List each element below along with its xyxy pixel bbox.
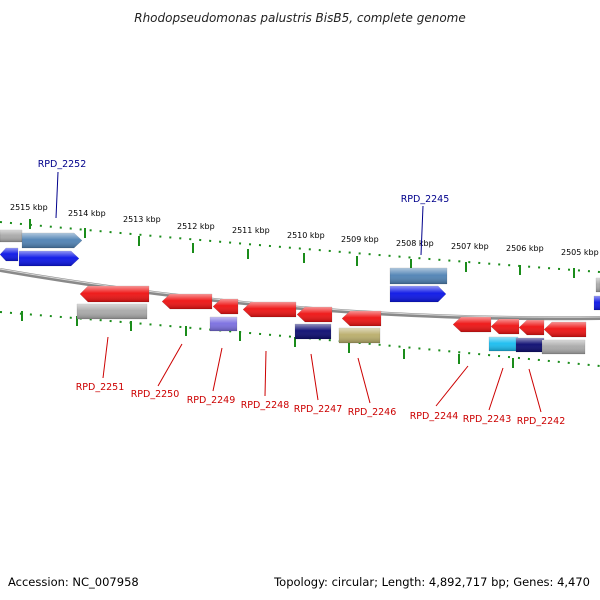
gene-label-rpd-2249[interactable]: RPD_2249: [187, 395, 236, 406]
gene-label-rpd-2244[interactable]: RPD_2244: [410, 411, 459, 422]
scale-labels: 2515 kbp 2514 kbp 2513 kbp 2512 kbp 2511 kbp…: [10, 203, 599, 257]
scale-label: 2505 kbp: [561, 248, 599, 257]
leader-line: [310, 353, 319, 401]
leader-line: [488, 367, 504, 411]
scale-label: 2508 kbp: [396, 239, 434, 248]
gene-label-rpd-2250[interactable]: RPD_2250: [131, 389, 180, 400]
gene-label-rpd-2246[interactable]: RPD_2246: [348, 407, 397, 418]
gene-feature[interactable]: [490, 318, 520, 335]
gene-feature[interactable]: [518, 319, 545, 336]
gene-feature[interactable]: [76, 303, 148, 320]
scale-label: 2511 kbp: [232, 226, 270, 235]
gene-feature[interactable]: [209, 316, 238, 332]
gene-label-rpd-2248[interactable]: RPD_2248: [241, 400, 290, 411]
gene-feature[interactable]: [212, 298, 239, 315]
gene-feature[interactable]: [488, 336, 519, 352]
gene-feature[interactable]: [452, 316, 492, 333]
scale-label: 2514 kbp: [68, 209, 106, 218]
bottom-gene-labels: RPD_2251 RPD_2250 RPD_2249 RPD_2248 RPD_…: [76, 382, 566, 427]
map-title: Rhodopseudomonas palustris BisB5, comple…: [134, 11, 466, 25]
gene-feature[interactable]: [541, 339, 586, 355]
leader-line: [264, 350, 267, 397]
gene-feature[interactable]: [595, 277, 600, 293]
gene-feature[interactable]: [161, 293, 213, 310]
gene-feature[interactable]: [18, 250, 80, 267]
scale-label: 2513 kbp: [123, 215, 161, 224]
gene-feature[interactable]: [294, 323, 332, 340]
gene-feature[interactable]: [21, 232, 83, 249]
gene-label-rpd-2242[interactable]: RPD_2242: [517, 416, 566, 427]
gene-feature[interactable]: [79, 285, 150, 303]
gene-feature[interactable]: [242, 301, 297, 318]
scale-label: 2509 kbp: [341, 235, 379, 244]
genome-backbone: [0, 268, 600, 321]
gene-feature[interactable]: [593, 295, 600, 311]
gene-feature[interactable]: [0, 247, 19, 262]
leader-line: [212, 347, 223, 392]
scale-label: 2512 kbp: [177, 222, 215, 231]
gene-label-rpd-2245[interactable]: RPD_2245: [401, 194, 450, 205]
gene-feature[interactable]: [389, 267, 448, 285]
leader-line: [420, 205, 424, 256]
gene-feature[interactable]: [341, 310, 382, 327]
top-gene-labels: RPD_2252 RPD_2245: [38, 159, 450, 205]
label-leaders: [55, 171, 542, 413]
genome-backbone-highlight: [0, 268, 600, 318]
gene-label-rpd-2247[interactable]: RPD_2247: [294, 404, 343, 415]
leader-line: [102, 336, 109, 379]
leader-line: [157, 343, 183, 387]
scale-label: 2507 kbp: [451, 242, 489, 251]
leader-line: [55, 171, 59, 219]
accession-text: Accession: NC_007958: [8, 575, 139, 589]
scale-label: 2510 kbp: [287, 231, 325, 240]
gene-feature[interactable]: [389, 285, 447, 303]
gene-feature[interactable]: [0, 229, 23, 243]
genome-summary-text: Topology: circular; Length: 4,892,717 bp…: [273, 575, 590, 589]
gene-label-rpd-2252[interactable]: RPD_2252: [38, 159, 87, 170]
scale-label: 2506 kbp: [506, 244, 544, 253]
leader-line: [435, 365, 469, 407]
gene-feature[interactable]: [543, 321, 587, 338]
gene-feature[interactable]: [338, 327, 381, 344]
gene-label-rpd-2243[interactable]: RPD_2243: [463, 414, 512, 425]
gene-feature[interactable]: [296, 306, 333, 323]
scale-label: 2515 kbp: [10, 203, 48, 212]
leader-line: [357, 357, 371, 404]
gene-feature[interactable]: [515, 337, 545, 353]
gene-label-rpd-2251[interactable]: RPD_2251: [76, 382, 125, 393]
leader-line: [528, 368, 542, 413]
genes: [0, 229, 600, 355]
upper-tick-row: [0, 221, 600, 273]
